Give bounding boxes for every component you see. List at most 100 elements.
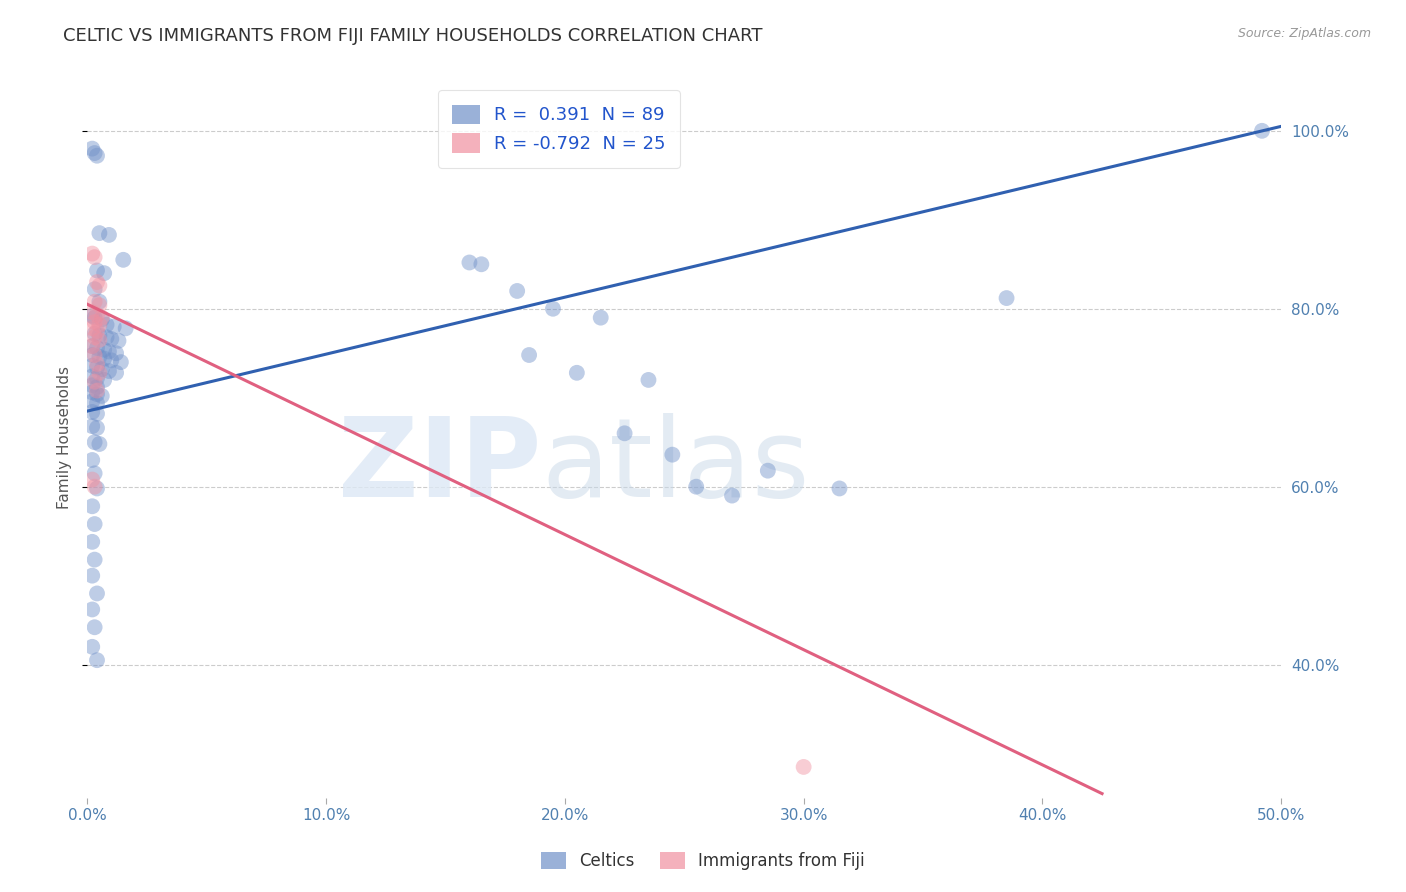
Point <box>83 146 105 161</box>
Point <box>90 312 112 326</box>
Point <box>105 366 128 380</box>
Point <box>103 319 125 334</box>
Point <box>83 435 105 450</box>
Point <box>86 407 108 421</box>
Point <box>83 294 105 309</box>
Point <box>470 257 492 271</box>
Point <box>82 378 104 392</box>
Point <box>82 309 104 323</box>
Point <box>613 426 636 441</box>
Point <box>83 315 105 329</box>
Point <box>86 357 108 371</box>
Point <box>82 568 104 582</box>
Point <box>86 275 108 289</box>
Text: atlas: atlas <box>541 413 810 520</box>
Point <box>637 373 659 387</box>
Point <box>107 334 129 348</box>
Point <box>86 384 108 398</box>
Point <box>110 355 132 369</box>
Point <box>83 282 105 296</box>
Point <box>97 227 120 242</box>
Point <box>661 448 683 462</box>
Point <box>83 250 105 264</box>
Point <box>89 226 111 240</box>
Text: ZIP: ZIP <box>337 413 541 520</box>
Point <box>82 339 104 353</box>
Point <box>82 500 104 514</box>
Point <box>86 653 108 667</box>
Point <box>721 489 744 503</box>
Point <box>82 640 104 654</box>
Point <box>82 142 104 156</box>
Point <box>83 330 105 344</box>
Point <box>82 453 104 467</box>
Point <box>97 364 120 378</box>
Point <box>86 421 108 435</box>
Point <box>89 437 111 451</box>
Point <box>1251 124 1274 138</box>
Point <box>82 385 104 400</box>
Point <box>83 326 105 341</box>
Point <box>89 294 111 309</box>
Point <box>83 348 105 362</box>
Point <box>83 467 105 481</box>
Point <box>565 366 588 380</box>
Legend: R =  0.391  N = 89, R = -0.792  N = 25: R = 0.391 N = 89, R = -0.792 N = 25 <box>439 90 681 168</box>
Point <box>105 346 128 360</box>
Text: CELTIC VS IMMIGRANTS FROM FIJI FAMILY HOUSEHOLDS CORRELATION CHART: CELTIC VS IMMIGRANTS FROM FIJI FAMILY HO… <box>63 27 763 45</box>
Point <box>83 310 105 325</box>
Point <box>83 516 105 531</box>
Point <box>89 366 111 380</box>
Point <box>685 480 707 494</box>
Point <box>82 405 104 419</box>
Point <box>83 480 105 494</box>
Point <box>793 760 815 774</box>
Point <box>82 602 104 616</box>
Point <box>89 350 111 364</box>
Point <box>86 482 108 496</box>
Point <box>458 255 481 269</box>
Point <box>86 396 108 410</box>
Point <box>86 308 108 322</box>
Point <box>86 360 108 375</box>
Point <box>89 298 111 312</box>
Point <box>82 305 104 319</box>
Point <box>541 301 564 316</box>
Point <box>90 389 112 403</box>
Point <box>82 394 104 409</box>
Point <box>756 464 779 478</box>
Point <box>89 278 111 293</box>
Point <box>86 324 108 338</box>
Point <box>82 369 104 384</box>
Point <box>89 333 111 347</box>
Point <box>82 321 104 335</box>
Point <box>82 419 104 434</box>
Point <box>82 348 104 362</box>
Point <box>589 310 612 325</box>
Point <box>83 375 105 389</box>
Point <box>89 318 111 332</box>
Point <box>90 362 112 376</box>
Point <box>86 263 108 277</box>
Point <box>86 371 108 385</box>
Point <box>89 328 111 343</box>
Point <box>96 318 118 332</box>
Point <box>112 252 135 267</box>
Point <box>90 310 112 325</box>
Point <box>995 291 1018 305</box>
Text: Source: ZipAtlas.com: Source: ZipAtlas.com <box>1237 27 1371 40</box>
Point <box>828 482 851 496</box>
Point <box>82 473 104 487</box>
Point <box>82 246 104 260</box>
Point <box>96 330 118 344</box>
Point <box>506 284 529 298</box>
Point <box>82 359 104 373</box>
Point <box>86 149 108 163</box>
Point <box>82 339 104 353</box>
Point <box>100 332 122 346</box>
Point <box>86 341 108 355</box>
Point <box>83 552 105 566</box>
Point <box>93 343 115 357</box>
Point <box>83 620 105 634</box>
Point <box>82 534 104 549</box>
